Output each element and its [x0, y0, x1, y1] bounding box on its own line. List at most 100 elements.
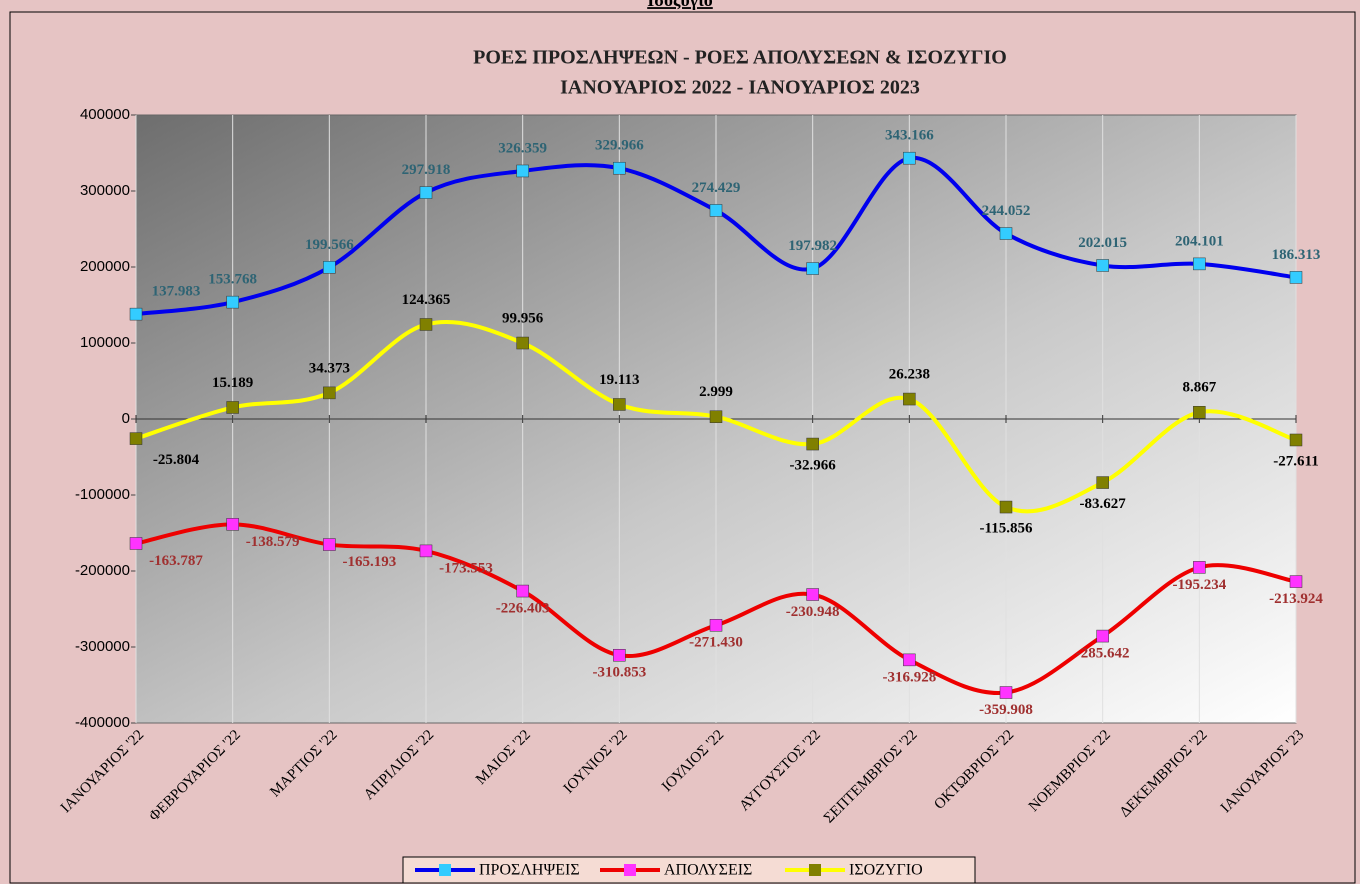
data-label: -310.853	[592, 665, 646, 681]
data-label: 197.982	[788, 238, 837, 254]
marker	[1289, 271, 1303, 284]
legend-marker	[809, 864, 821, 876]
y-tick-label: 200000	[80, 258, 130, 275]
marker	[1289, 575, 1303, 588]
data-label: 244.052	[982, 203, 1031, 219]
data-label: -173.553	[439, 560, 493, 576]
marker	[806, 588, 819, 601]
x-tick-label: ΝΟΕΜΒΡΙΟΣ '22	[1026, 727, 1114, 815]
marker	[323, 261, 336, 274]
x-tick-label: ΦΕΒΡΟΥΑΡΙΟΣ '22	[146, 727, 244, 825]
marker	[1096, 629, 1109, 643]
data-label: -165.193	[342, 554, 396, 570]
marker	[516, 584, 529, 598]
x-tick-label: ΜΑΙΟΣ '22	[473, 727, 534, 788]
marker	[419, 318, 433, 331]
data-label: -316.928	[882, 669, 936, 685]
marker	[1193, 561, 1206, 574]
data-label: -32.966	[790, 457, 837, 473]
data-label: 202.015	[1078, 235, 1127, 251]
data-label: 124.365	[402, 292, 451, 308]
data-label: 297.918	[402, 162, 451, 178]
data-label: -195.234	[1172, 577, 1226, 593]
marker	[903, 653, 916, 667]
x-tick-label: ΜΑΡΤΙΟΣ '22	[267, 727, 340, 800]
data-label: -25.804	[153, 452, 200, 468]
marker	[323, 386, 336, 400]
data-label: -226.403	[496, 601, 550, 617]
y-tick-label: 0	[122, 410, 130, 427]
marker	[903, 392, 916, 406]
marker	[999, 500, 1013, 514]
data-label: -359.908	[979, 702, 1033, 718]
marker	[1193, 257, 1206, 271]
data-label: 343.166	[885, 128, 934, 144]
data-label: 8.867	[1182, 380, 1216, 396]
marker	[806, 437, 819, 451]
data-label: 99.956	[502, 310, 544, 326]
chart-title: ΡΟΕΣ ΠΡΟΣΛΗΨΕΩΝ - ΡΟΕΣ ΑΠΟΛΥΣΕΩΝ & ΙΣΟΖΥ…	[473, 47, 1007, 69]
marker	[903, 151, 916, 165]
marker	[226, 295, 239, 309]
data-label: -138.579	[246, 534, 300, 550]
marker	[226, 518, 239, 531]
x-tick-label: ΙΟΥΝΙΟΣ '22	[561, 727, 631, 797]
marker	[709, 204, 723, 217]
marker	[323, 538, 336, 551]
marker	[709, 410, 723, 423]
data-label: 34.373	[309, 360, 350, 376]
y-tick-label: -400000	[75, 714, 130, 731]
marker	[999, 686, 1013, 699]
marker	[516, 164, 529, 178]
marker	[129, 537, 143, 550]
y-tick-label: -300000	[75, 638, 130, 655]
data-label: 137.983	[152, 284, 201, 300]
data-label: 2.999	[699, 384, 733, 400]
marker	[999, 227, 1013, 240]
marker	[516, 336, 529, 350]
data-label: 153.768	[208, 272, 257, 288]
marker	[226, 401, 239, 414]
data-label: -27.611	[1273, 453, 1318, 469]
marker	[709, 619, 723, 632]
data-label: 326.359	[498, 140, 547, 156]
data-label: 26.238	[889, 366, 930, 382]
chart-subtitle: ΙΑΝΟΥΑΡΙΟΣ 2022 - ΙΑΝΟΥΑΡΙΟΣ 2023	[560, 77, 920, 99]
y-tick-label: 300000	[80, 182, 130, 199]
y-tick-label: 400000	[80, 106, 130, 123]
data-label: 274.429	[692, 180, 741, 196]
marker	[613, 161, 626, 175]
legend-marker	[439, 864, 451, 876]
y-tick-label: -100000	[75, 486, 130, 503]
x-tick-label: ΑΥΓΟΥΣΤΟΣ '22	[737, 727, 824, 814]
x-tick-label: ΑΠΡΙΛΙΟΣ '22	[361, 727, 437, 803]
x-tick-label: ΙΑΝΟΥΑΡΙΟΣ '22	[58, 727, 147, 816]
data-label: -163.787	[149, 553, 203, 569]
marker	[419, 186, 433, 199]
data-label: 199.566	[305, 237, 354, 253]
marker	[1193, 406, 1206, 419]
page-header: Ισοζύγιο	[647, 0, 713, 10]
data-label: -213.924	[1269, 591, 1323, 607]
marker	[613, 648, 626, 662]
data-label: -83.627	[1080, 496, 1127, 512]
data-label: 329.966	[595, 138, 644, 154]
marker	[419, 544, 433, 558]
marker	[613, 398, 626, 411]
x-tick-label: ΣΕΠΤΕΜΒΡΙΟΣ '22	[821, 727, 921, 827]
data-label: -271.430	[689, 635, 743, 651]
legend-label: ΠΡΟΣΛΗΨΕΙΣ	[479, 862, 580, 879]
y-tick-label: -200000	[75, 562, 130, 579]
marker	[1289, 433, 1303, 447]
data-label: 19.113	[599, 372, 639, 388]
legend-marker	[624, 864, 636, 876]
data-label: 186.313	[1272, 247, 1321, 263]
y-tick-label: 100000	[80, 334, 130, 351]
marker	[129, 432, 143, 445]
marker	[129, 307, 143, 321]
x-tick-label: ΟΚΤΩΒΡΙΟΣ '22	[931, 727, 1017, 813]
data-label: -230.948	[786, 604, 840, 620]
marker	[1096, 259, 1109, 272]
marker	[1096, 476, 1109, 489]
